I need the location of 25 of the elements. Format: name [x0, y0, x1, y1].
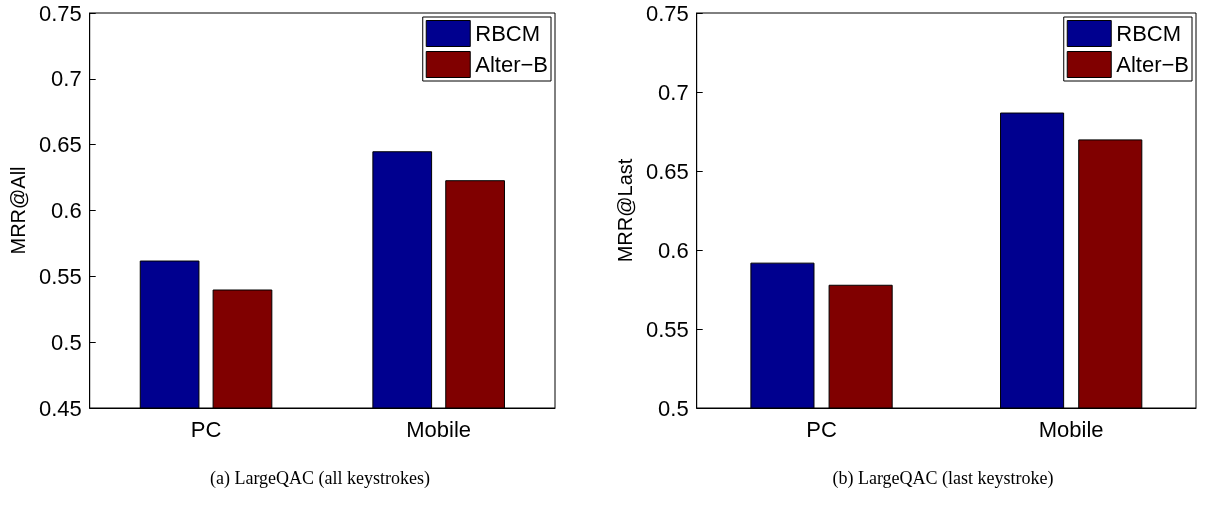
y-tick-label: 0.55 [645, 316, 689, 342]
y-tick-label: 0.55 [38, 263, 82, 289]
y-tick-label: 0.7 [51, 66, 82, 92]
legend-label: RBCM [1116, 21, 1182, 46]
y-tick-label: 0.65 [645, 158, 689, 184]
legend-label: RBCM [475, 21, 541, 46]
y-axis-title: MRR@Last [614, 158, 636, 263]
x-tick-label: PC [190, 416, 222, 442]
legend-label: Alter−B [1116, 52, 1190, 77]
text: (b) LargeQAC (last keystroke) [832, 468, 1054, 489]
y-tick-label: 0.65 [38, 132, 82, 158]
text: (a) LargeQAC (all keystrokes) [209, 468, 431, 489]
y-axis-title: MRR@All [7, 166, 29, 255]
y-tick-label: 0.45 [38, 395, 82, 421]
y-tick-label: 0.5 [51, 329, 82, 355]
x-tick-label: PC [806, 416, 837, 442]
y-tick-label: 0.75 [38, 0, 82, 26]
y-tick-label: 0.75 [645, 0, 689, 26]
legend-label: Alter−B [475, 52, 549, 77]
x-tick-label: Mobile [1038, 416, 1104, 442]
y-tick-label: 0.5 [658, 395, 689, 421]
y-tick-label: 0.7 [658, 79, 689, 105]
y-tick-label: 0.6 [51, 198, 82, 223]
y-tick-label: 0.6 [658, 237, 689, 263]
x-tick-label: Mobile [406, 416, 472, 442]
